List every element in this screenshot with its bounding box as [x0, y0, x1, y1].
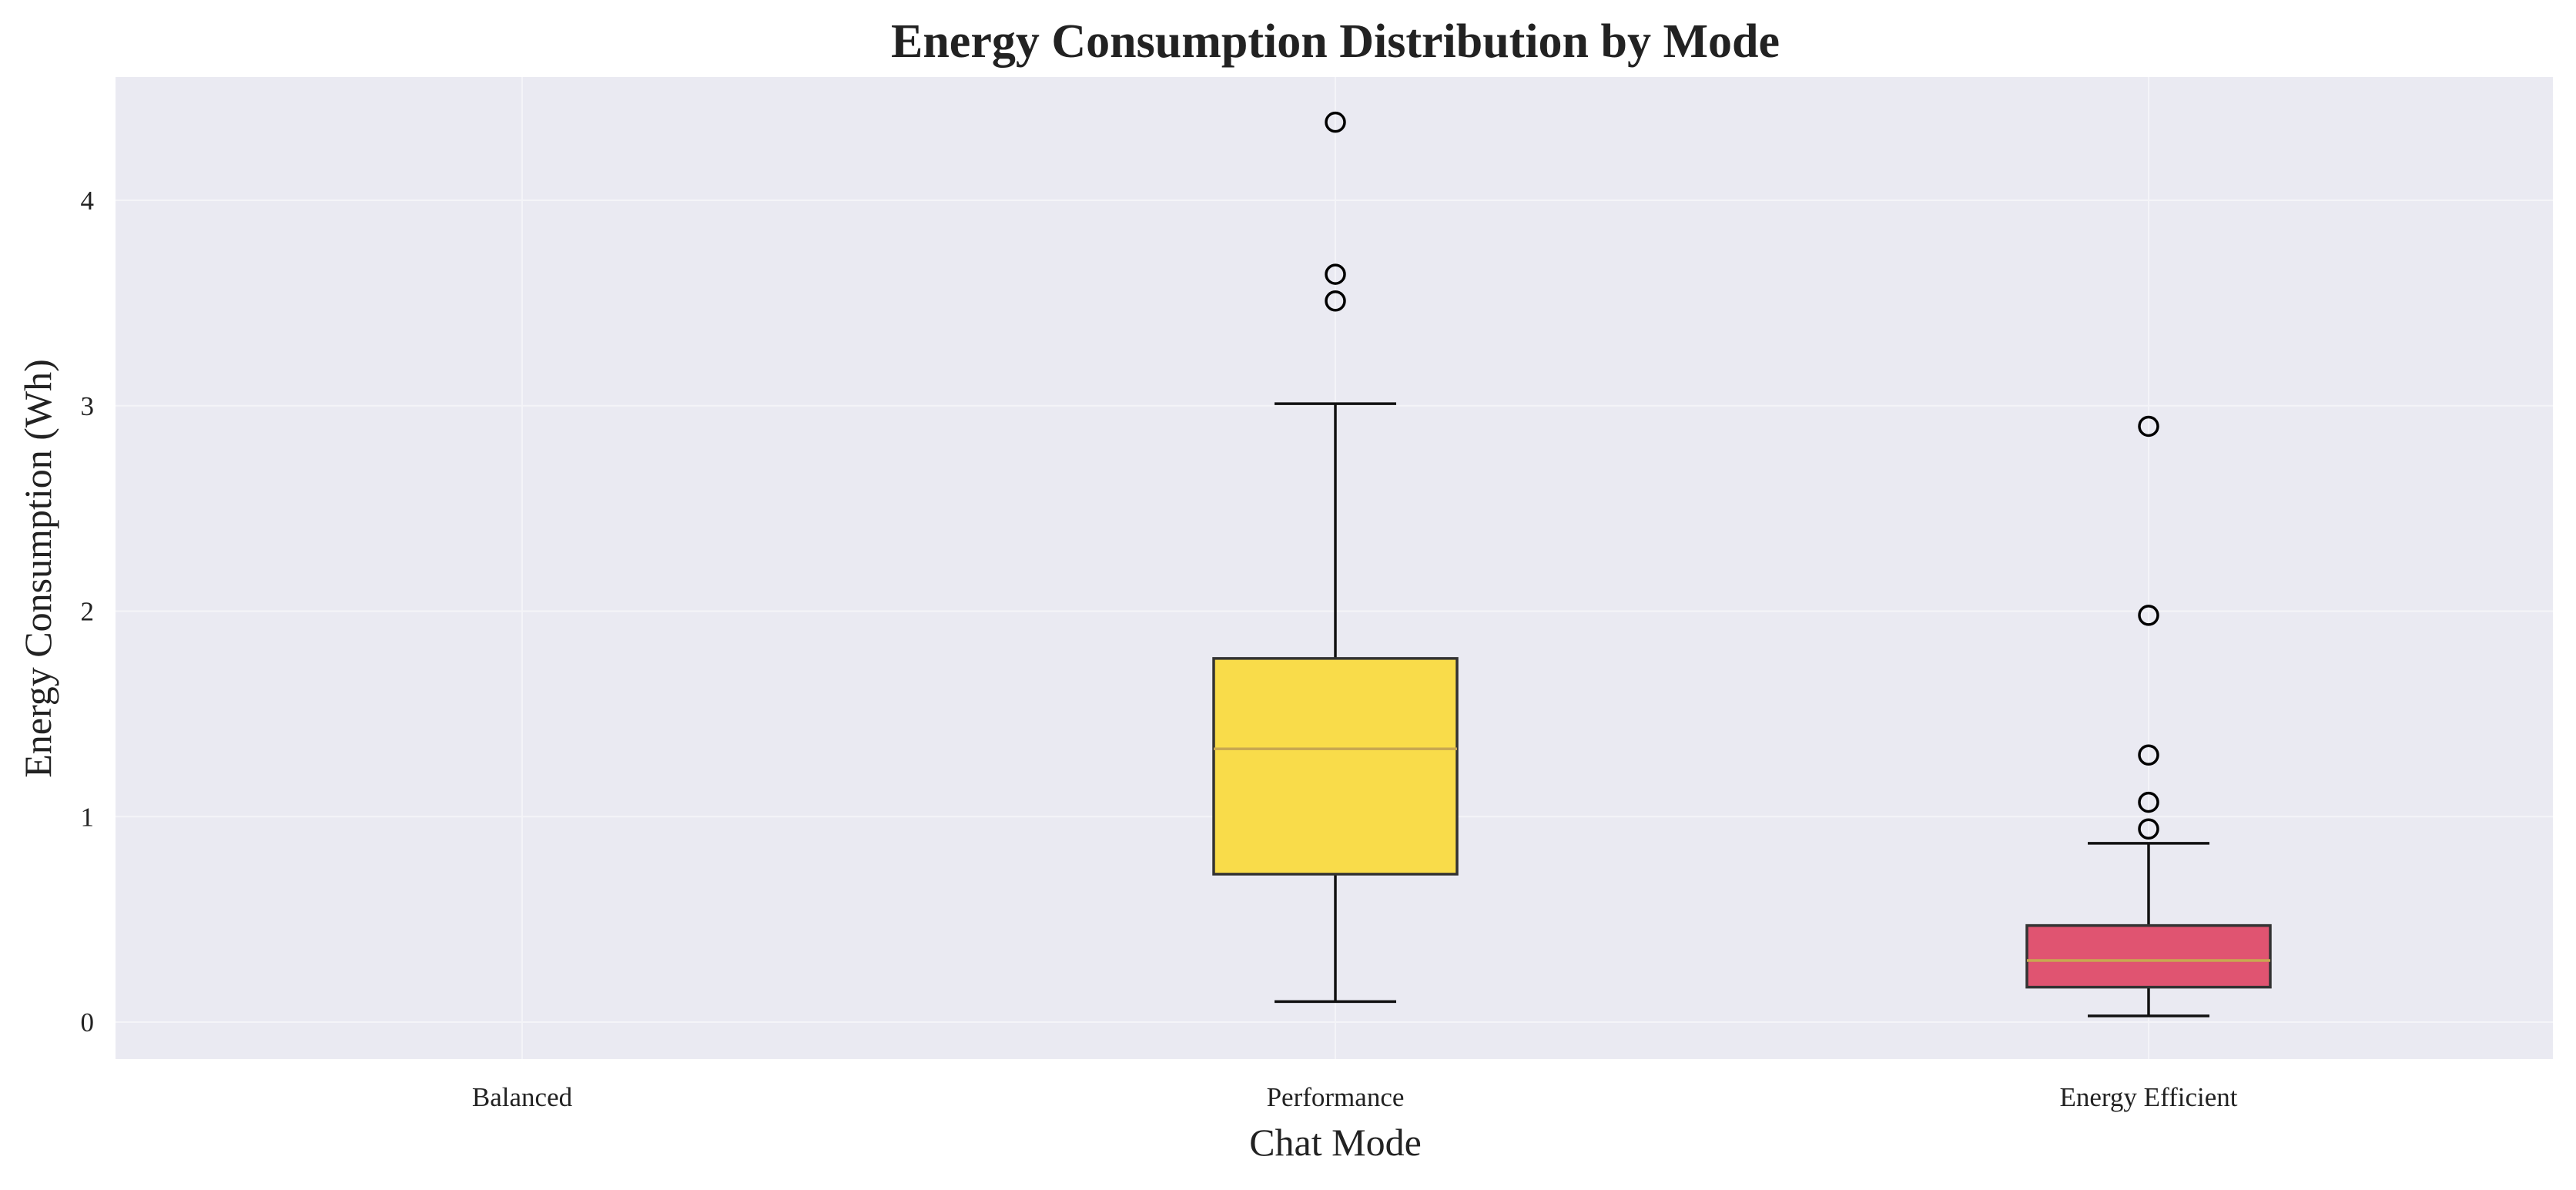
y-tick-label: 3	[81, 391, 95, 421]
y-axis-label: Energy Consumption (Wh)	[16, 359, 59, 777]
outlier-point	[1325, 263, 1346, 285]
chart-title: Energy Consumption Distribution by Mode	[891, 15, 1780, 68]
outlier-point	[2138, 791, 2159, 813]
iqr-box	[1212, 657, 1459, 876]
outlier-point	[2138, 605, 2159, 626]
outlier-point	[2138, 818, 2159, 840]
outlier-point	[1325, 111, 1346, 133]
x-tick-label: Balanced	[472, 1082, 573, 1112]
x-axis-label: Chat Mode	[1249, 1121, 1422, 1164]
y-tick-label: 4	[81, 186, 95, 216]
outlier-point	[2138, 744, 2159, 766]
iqr-box	[2025, 924, 2272, 989]
x-tick-label: Performance	[1267, 1082, 1405, 1112]
y-tick-label: 1	[81, 802, 95, 832]
x-ticks: Balanced Performance Energy Efficient	[472, 1082, 2238, 1112]
boxes	[1212, 111, 2272, 1017]
outlier-point	[1325, 290, 1346, 312]
box-performance	[1212, 111, 1459, 1004]
box-energy-efficient	[2025, 415, 2272, 1017]
y-tick-label: 2	[81, 597, 95, 627]
y-ticks: 0 1 2 3 4	[81, 186, 95, 1037]
y-tick-label: 0	[81, 1007, 95, 1037]
outlier-point	[2138, 415, 2159, 437]
x-tick-label: Energy Efficient	[2060, 1082, 2238, 1112]
